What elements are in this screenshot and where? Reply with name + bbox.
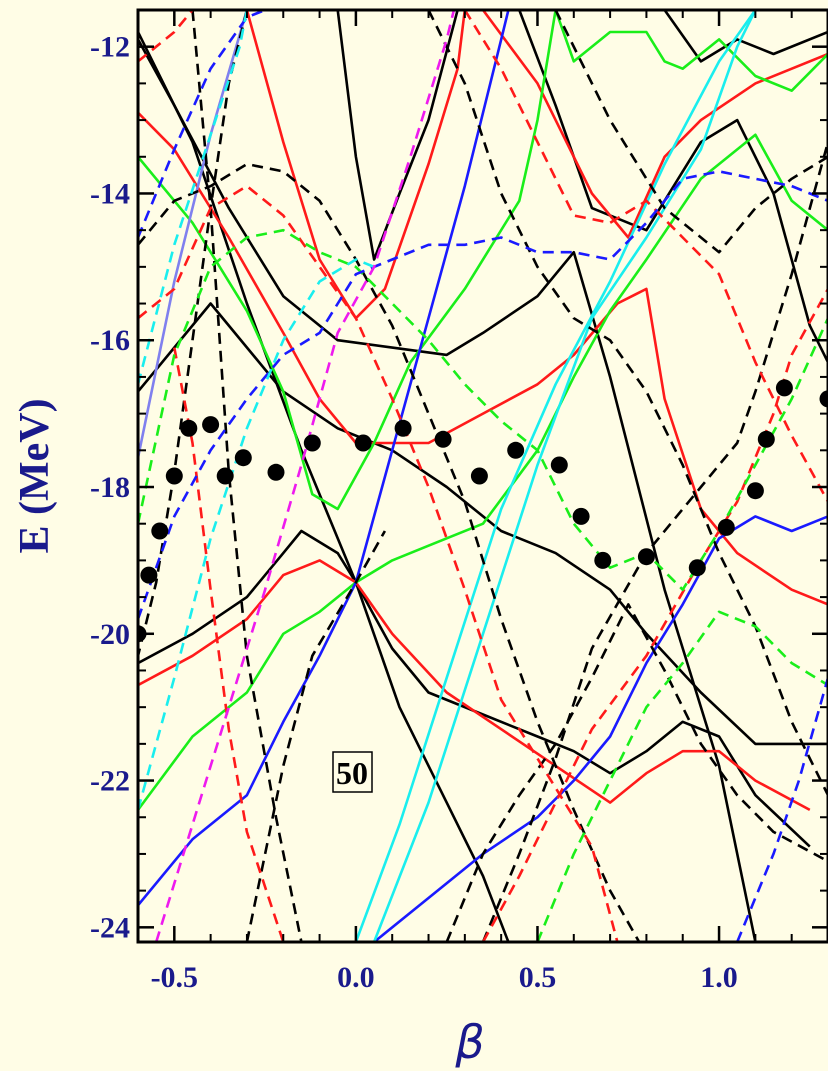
annotation-label: 50 — [336, 755, 368, 791]
yrast-marker-8 — [267, 463, 285, 481]
level-curve-blue-dashed-35 — [138, 10, 266, 238]
level-curve-cyan-dashed-37 — [138, 258, 375, 811]
y-axis-label: E (MeV) — [12, 398, 58, 553]
yrast-marker-10 — [354, 434, 372, 452]
level-curve-red-dashed-27 — [138, 10, 194, 63]
annotation-box: 50 — [332, 751, 373, 793]
yrast-marker-17 — [594, 551, 612, 569]
level-curve-black-solid-6 — [663, 10, 828, 63]
yrast-marker-22 — [757, 430, 775, 448]
y-tick-label: -14 — [90, 177, 130, 210]
x-tick-label: -0.5 — [151, 961, 199, 994]
yrast-marker-7 — [234, 449, 252, 467]
x-tick-label: 0.0 — [337, 961, 375, 994]
yrast-marker-4 — [180, 419, 198, 437]
y-tick-label: -22 — [90, 765, 130, 798]
level-curve-lightblue-solid-18 — [138, 10, 249, 458]
level-curve-blue-dashed-34 — [138, 170, 828, 620]
level-curve-cyan-solid-16 — [354, 10, 757, 942]
level-curve-black-solid-0 — [138, 38, 757, 942]
y-tick-label: -24 — [90, 911, 130, 944]
yrast-marker-18 — [637, 548, 655, 566]
yrast-marker-13 — [470, 467, 488, 485]
level-curve-red-dashed-28 — [138, 184, 619, 942]
level-curve-black-dashed-24 — [481, 141, 828, 942]
yrast-marker-16 — [572, 507, 590, 525]
level-curve-red-solid-9 — [245, 10, 467, 320]
y-tick-label: -20 — [90, 618, 130, 651]
yrast-marker-12 — [434, 430, 452, 448]
x-tick-label: 0.5 — [519, 961, 557, 994]
level-curve-green-dashed-32 — [138, 228, 828, 591]
y-tick-label: -16 — [90, 324, 130, 357]
yrast-marker-23 — [775, 379, 793, 397]
level-curve-blue-solid-15 — [373, 515, 828, 942]
level-curve-black-dashed-26 — [445, 603, 828, 942]
yrast-marker-5 — [202, 416, 220, 434]
x-axis-label: β — [454, 1015, 484, 1069]
level-curve-red-solid-10 — [481, 10, 828, 239]
yrast-marker-6 — [216, 467, 234, 485]
x-tick-label: 1.0 — [700, 961, 738, 994]
axes-layer: -12 -14 -16 -18 -20 -22 -24 -0.5 0.0 0.5 1.0 — [90, 8, 828, 994]
yrast-marker-3 — [165, 467, 183, 485]
yrast-marker-15 — [550, 456, 568, 474]
y-tick-label: -18 — [90, 471, 130, 504]
level-curve-cyan-solid-17 — [372, 10, 757, 942]
yrast-marker-2 — [151, 522, 169, 540]
level-curve-black-solid-4 — [336, 10, 459, 261]
yrast-marker-1 — [140, 566, 158, 584]
yrast-marker-20 — [717, 518, 735, 536]
level-curve-green-solid-12 — [138, 133, 828, 811]
level-curve-red-dashed-30 — [463, 10, 828, 503]
series-layer — [138, 10, 828, 942]
yrast-marker-24 — [819, 390, 828, 408]
level-curve-black-dashed-23 — [427, 10, 828, 796]
level-curve-magenta-dashed-40 — [154, 10, 456, 942]
yrast-marker-14 — [507, 441, 525, 459]
level-curve-black-solid-5 — [518, 10, 828, 363]
level-curve-cyan-dashed-38 — [138, 10, 249, 385]
level-curve-black-dashed-21 — [191, 10, 303, 942]
yrast-marker-9 — [303, 434, 321, 452]
y-tick-label: -12 — [90, 31, 130, 64]
level-curve-black-dashed-20 — [138, 162, 641, 942]
level-curve-red-solid-7 — [138, 111, 828, 606]
level-curve-red-solid-8 — [138, 559, 811, 812]
yrast-marker-11 — [394, 419, 412, 437]
plot-frame — [136, 8, 828, 944]
level-curve-green-solid-13 — [554, 10, 828, 92]
level-curve-green-dashed-33 — [536, 610, 828, 942]
level-curve-blue-dashed-36 — [735, 677, 828, 942]
level-curve-black-solid-2 — [138, 529, 811, 848]
yrast-marker-19 — [688, 559, 706, 577]
level-curve-green-solid-11 — [138, 10, 557, 511]
yrast-marker-21 — [746, 482, 764, 500]
level-curve-black-dashed-22 — [245, 530, 387, 942]
level-curve-black-dashed-25 — [554, 10, 828, 254]
